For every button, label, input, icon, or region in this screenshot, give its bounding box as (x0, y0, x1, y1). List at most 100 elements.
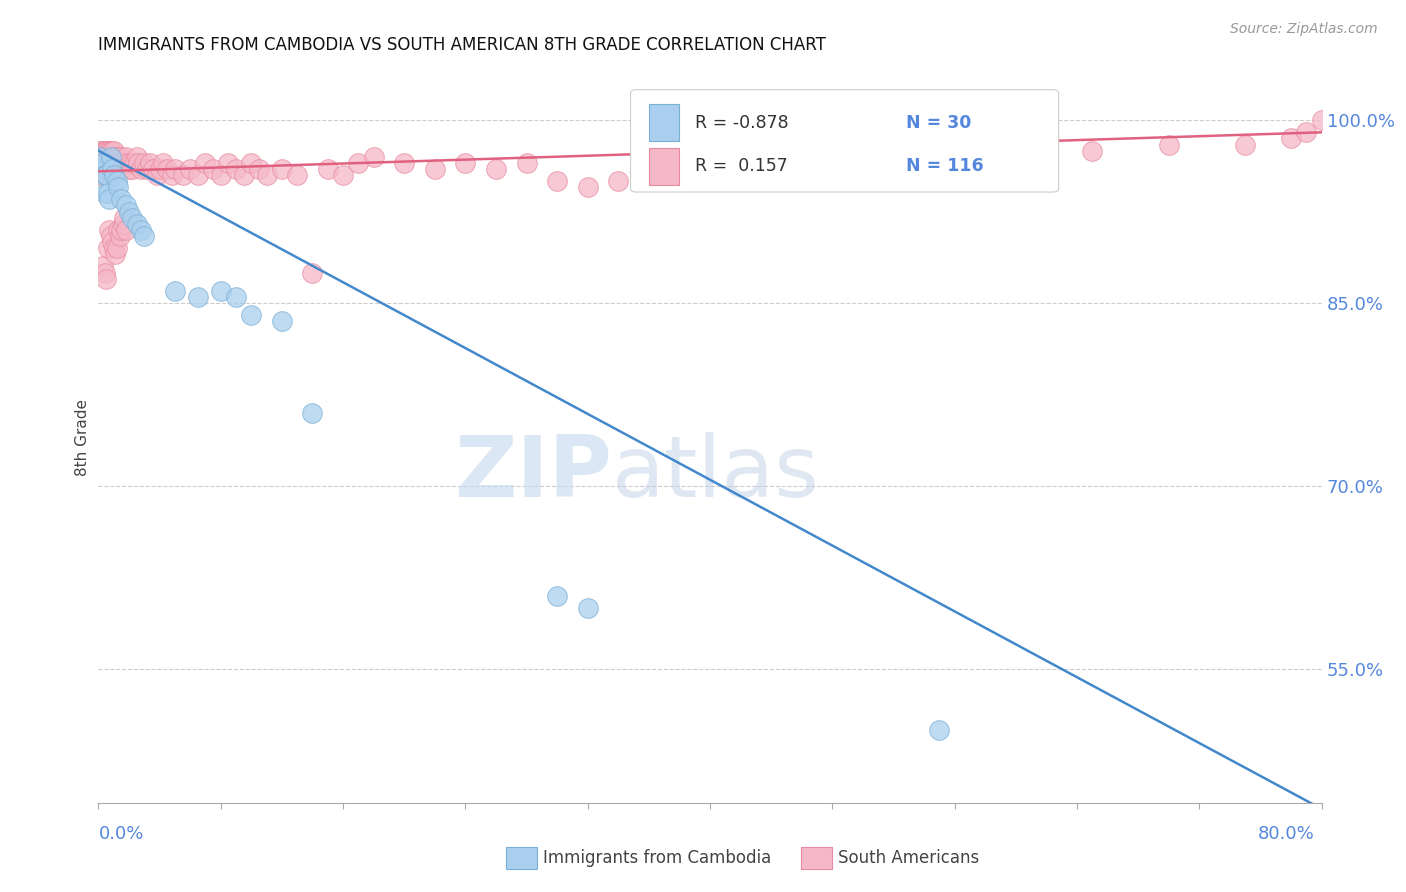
Point (699, 168, 721, 182)
Point (97, 156, 120, 170)
Point (637, 161, 661, 176)
Point (105, 241, 128, 255)
Point (485, 161, 508, 176)
Point (105, 174, 128, 188)
Point (107, 180, 129, 194)
Point (98, 193, 121, 207)
Point (668, 156, 690, 170)
Point (454, 156, 477, 170)
FancyBboxPatch shape (630, 90, 1059, 192)
Y-axis label: 8th Grade: 8th Grade (75, 399, 90, 475)
Point (232, 168, 254, 182)
Text: ZIP: ZIP (454, 432, 612, 516)
Point (285, 168, 308, 182)
Point (129, 161, 152, 176)
Point (91, 156, 114, 170)
Point (127, 156, 149, 170)
Point (93, 144, 115, 158)
Point (100, 156, 122, 170)
Point (90, 144, 112, 158)
Point (240, 156, 263, 170)
Point (134, 229, 156, 244)
Point (93, 150, 115, 164)
Point (392, 156, 416, 170)
Point (125, 217, 148, 231)
Point (94, 144, 117, 158)
Point (91, 161, 114, 176)
Point (156, 161, 179, 176)
FancyBboxPatch shape (650, 148, 679, 185)
Point (129, 223, 152, 237)
Point (301, 406, 323, 420)
Point (347, 156, 370, 170)
Text: 80.0%: 80.0% (1258, 825, 1315, 843)
Point (104, 156, 127, 170)
Point (225, 290, 247, 304)
Point (110, 193, 132, 207)
Point (89, 161, 111, 176)
Point (1279, 131, 1302, 145)
Point (136, 161, 159, 176)
Text: IMMIGRANTS FROM CAMBODIA VS SOUTH AMERICAN 8TH GRADE CORRELATION CHART: IMMIGRANTS FROM CAMBODIA VS SOUTH AMERIC… (98, 36, 827, 54)
Point (100, 229, 122, 244)
Point (93, 168, 115, 182)
Point (256, 168, 278, 182)
Point (516, 156, 538, 170)
Point (90, 161, 112, 176)
Point (209, 284, 232, 298)
Point (270, 314, 292, 328)
Point (97, 161, 120, 176)
Point (107, 156, 129, 170)
Point (121, 161, 143, 176)
Point (240, 308, 263, 322)
Point (91, 150, 114, 164)
Point (163, 284, 186, 298)
Point (546, 174, 568, 188)
Point (247, 161, 270, 176)
Point (163, 161, 186, 176)
Point (125, 150, 148, 164)
Point (217, 156, 239, 170)
Point (90, 156, 112, 170)
Text: Immigrants from Cambodia: Immigrants from Cambodia (543, 849, 770, 867)
Point (101, 235, 124, 249)
Point (301, 266, 323, 280)
Text: South Americans: South Americans (838, 849, 979, 867)
Point (852, 150, 875, 164)
Point (101, 144, 124, 158)
Point (152, 156, 174, 170)
Point (1157, 137, 1180, 152)
Point (928, 144, 950, 158)
Point (110, 150, 132, 164)
Point (928, 723, 950, 737)
Point (730, 156, 752, 170)
Point (363, 150, 385, 164)
Point (134, 156, 156, 170)
Point (94, 150, 117, 164)
Point (139, 156, 162, 170)
Point (101, 150, 124, 164)
Text: N = 30: N = 30 (905, 113, 972, 131)
Point (97, 241, 120, 255)
Point (91, 260, 114, 274)
Point (103, 168, 125, 182)
Point (115, 150, 138, 164)
Point (93, 186, 115, 201)
Point (93, 156, 115, 170)
Point (94, 156, 117, 170)
Point (94, 161, 117, 176)
Point (111, 217, 134, 231)
Point (107, 223, 129, 237)
Point (90, 168, 112, 182)
Point (187, 290, 209, 304)
Point (423, 161, 446, 176)
Point (122, 156, 145, 170)
Point (103, 241, 125, 255)
Point (108, 229, 131, 244)
Point (103, 150, 125, 164)
Point (103, 144, 125, 158)
Point (108, 161, 131, 176)
Point (100, 150, 122, 164)
Point (118, 204, 141, 219)
Point (93, 266, 115, 280)
